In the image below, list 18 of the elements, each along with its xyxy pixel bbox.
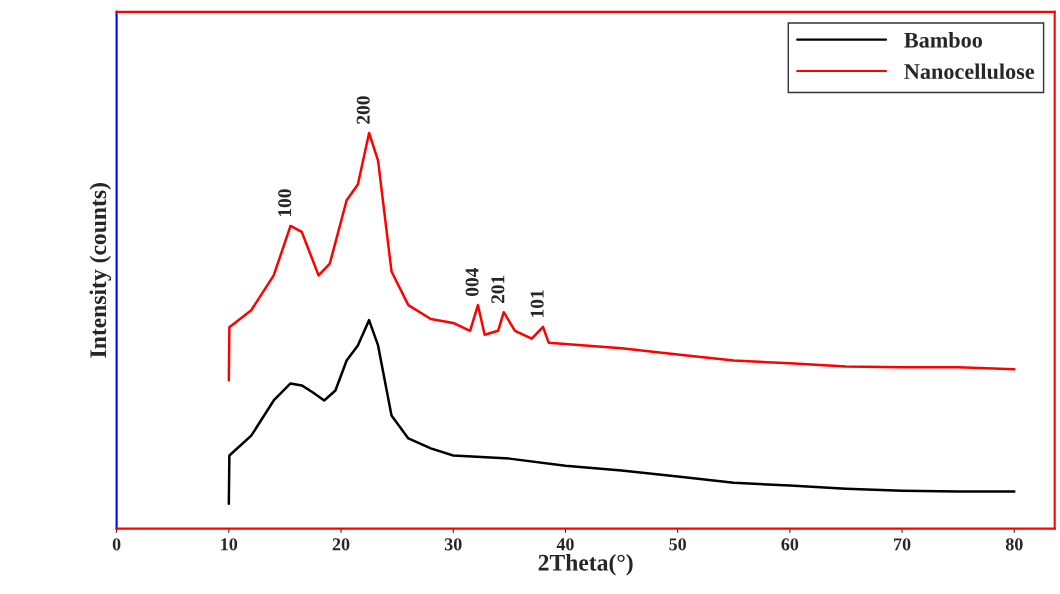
x-tick-label: 0 (112, 538, 121, 551)
y-axis-title: Intensity (counts) (89, 183, 112, 358)
annotation: 200 (356, 96, 370, 124)
x-tick-label: 20 (332, 538, 350, 551)
legend-label: Nanocellulose (904, 63, 1035, 80)
x-tick-label: 10 (221, 538, 238, 551)
x-tick-label: 40 (556, 538, 574, 551)
annotation: 101 (530, 290, 544, 317)
x-tick-label: 80 (1005, 538, 1023, 551)
annotation: 100 (278, 189, 292, 217)
x-axis-title: 2Theta(°) (538, 554, 633, 576)
annotation: 201 (491, 275, 505, 304)
annotation: 004 (465, 267, 479, 297)
x-tick-label: 60 (781, 538, 799, 551)
x-tick-label: 70 (894, 538, 911, 551)
x-tick-label: 50 (669, 538, 686, 551)
x-tick-label: 30 (444, 538, 462, 551)
legend-label: Bamboo (904, 32, 983, 48)
